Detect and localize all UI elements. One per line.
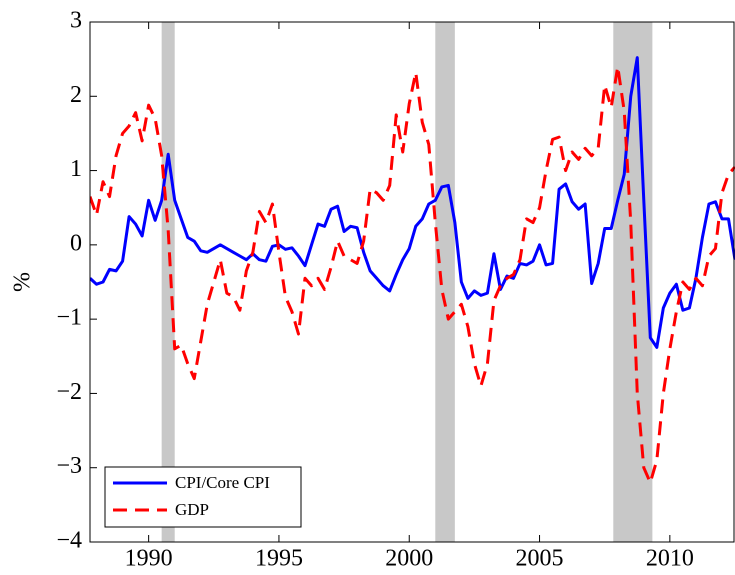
y-tick-label: 3 (70, 8, 82, 34)
y-tick-label: −2 (56, 379, 82, 405)
y-axis-label: % (10, 272, 36, 292)
y-tick-label: 2 (70, 82, 82, 108)
y-tick-label: −3 (56, 453, 82, 479)
x-tick-label: 2010 (646, 546, 694, 572)
legend-box (104, 466, 302, 528)
y-tick-label: −1 (56, 305, 82, 331)
plot-frame (89, 21, 735, 543)
series-line (90, 56, 735, 349)
y-tick-label: 1 (70, 156, 82, 182)
y-tick-label: 0 (70, 230, 82, 256)
x-tick-label: 2005 (516, 546, 564, 572)
y-tick-label: −4 (56, 528, 82, 554)
plot-lines (90, 56, 735, 485)
x-tick-label: 1990 (125, 546, 173, 572)
recession-band (161, 22, 175, 542)
series-line (90, 65, 735, 485)
legend-label: GDP (175, 500, 209, 519)
x-tick-label: 1995 (255, 546, 303, 572)
legend-label: CPI/Core CPI (175, 473, 270, 492)
recession-band (435, 22, 455, 542)
x-tick-label: 2000 (385, 546, 433, 572)
